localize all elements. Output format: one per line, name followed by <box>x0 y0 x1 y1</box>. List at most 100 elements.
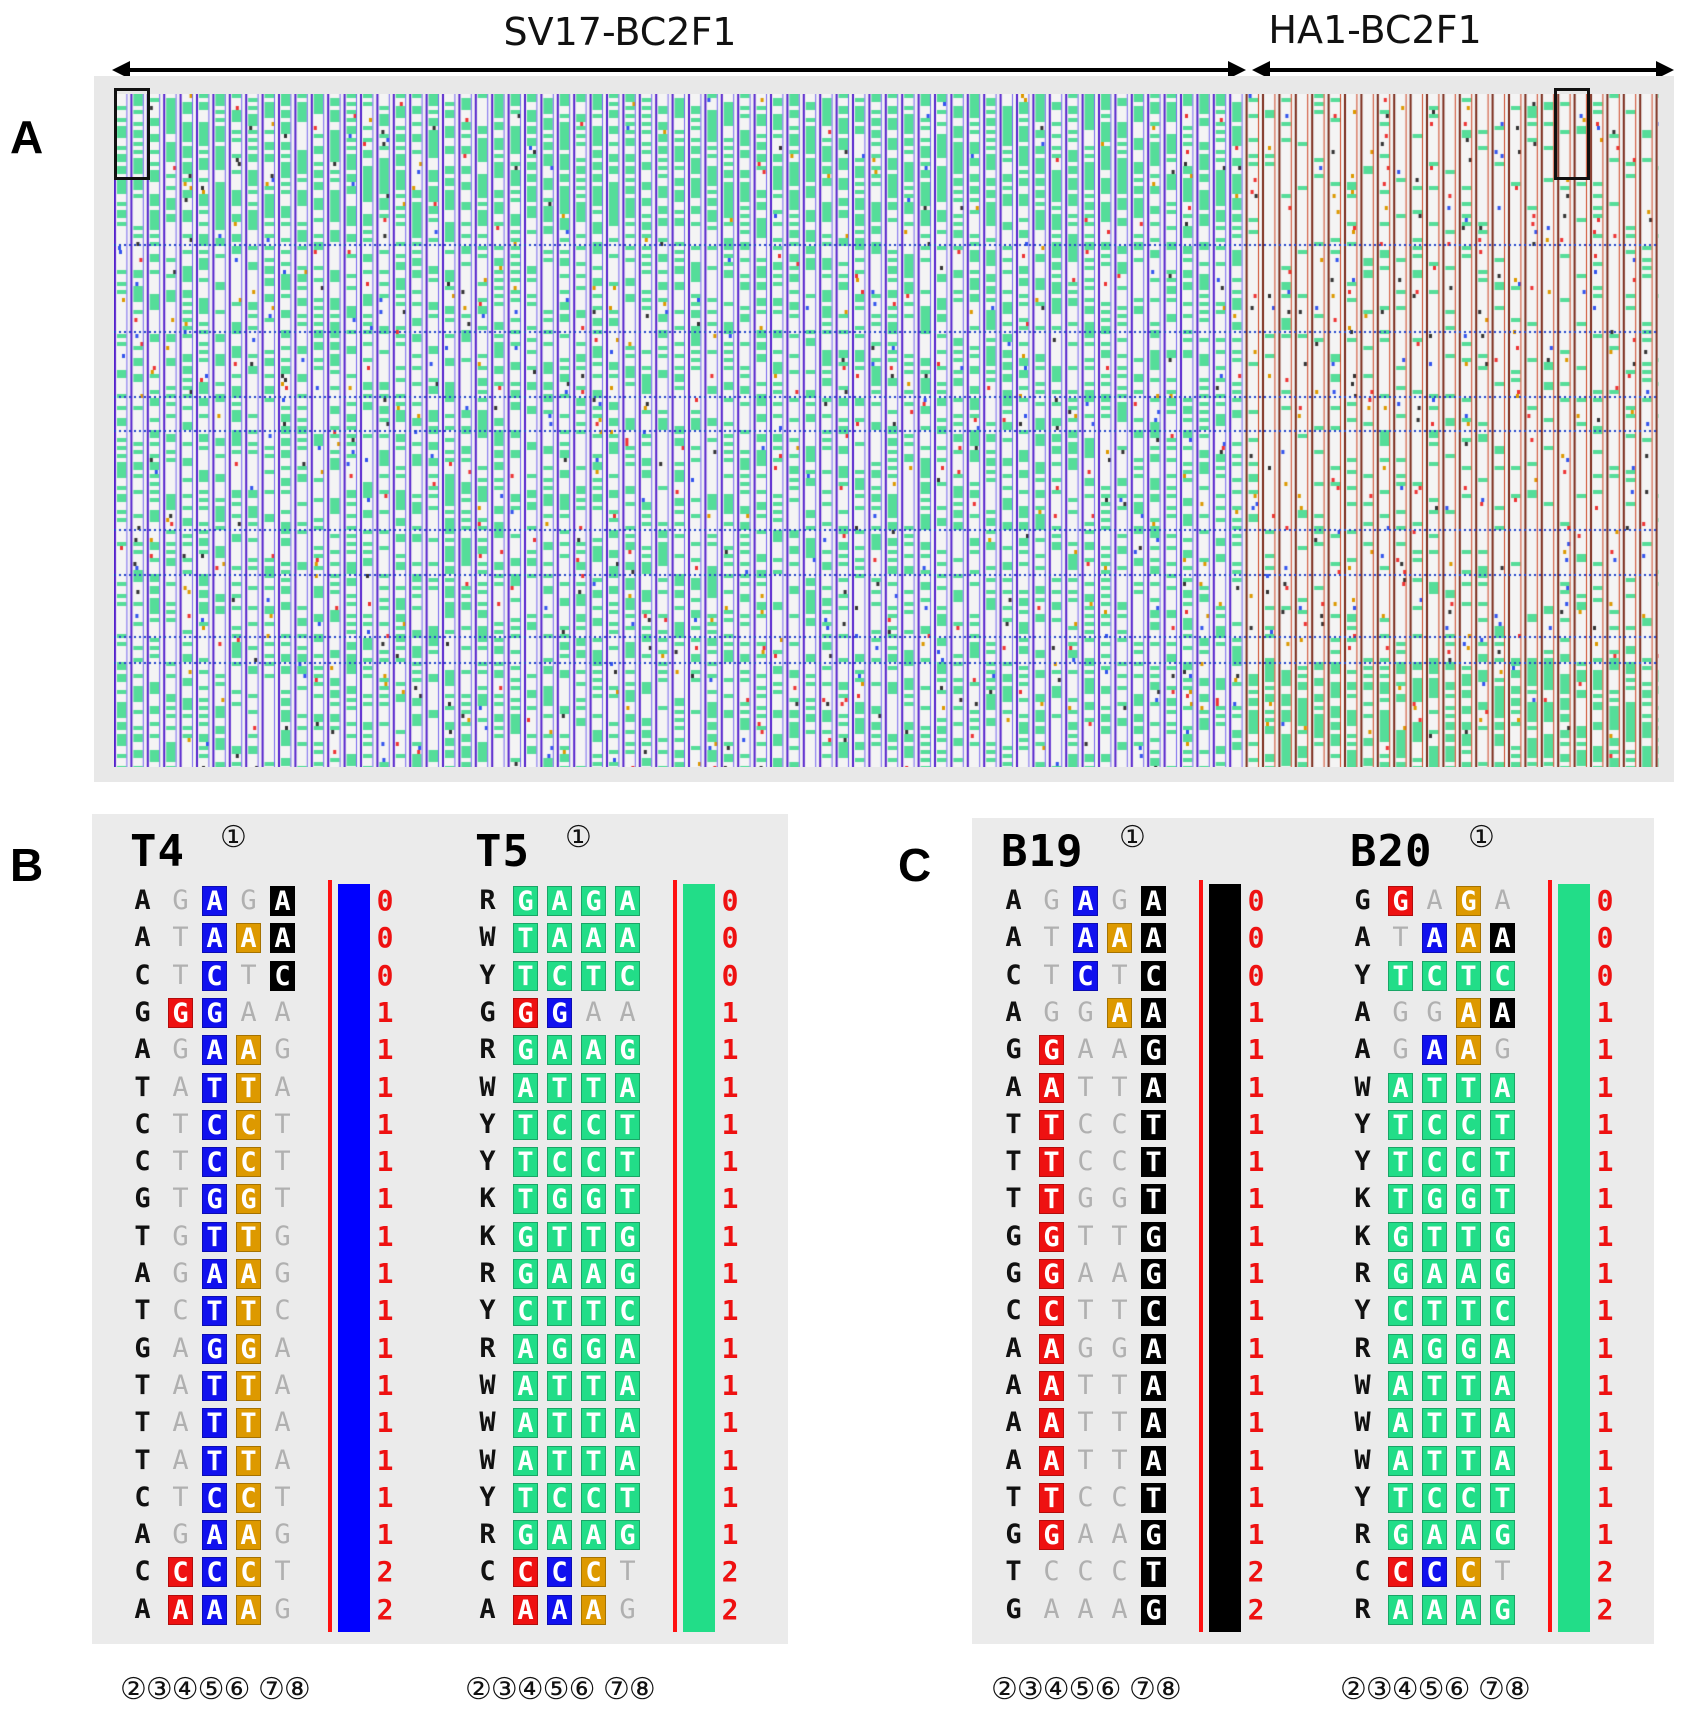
allele-cell-b19: A <box>1039 1072 1064 1103</box>
allele-cell-b20: A <box>1490 1333 1515 1364</box>
count-b19: 1 <box>1247 1368 1265 1402</box>
allele-cell-b19: A <box>1141 1333 1166 1364</box>
allele-cell-t4: T <box>240 959 257 991</box>
allele-cell-t4: T <box>274 1108 291 1140</box>
sample-title-t4: T4 <box>130 826 185 877</box>
allele-cell-b19: A <box>1111 1258 1128 1289</box>
allele-cell-b20: C <box>1388 1557 1413 1588</box>
allele-cell-t5: C <box>581 1557 606 1588</box>
allele-cell-b20: T <box>1422 1296 1447 1327</box>
allele-cell-b20: T <box>1388 960 1413 991</box>
allele-cell-b20: A <box>1422 923 1447 954</box>
count-t4: 0 <box>376 921 394 955</box>
allele-cell-t4: C <box>236 1557 261 1588</box>
marker-t4: ① <box>220 820 247 855</box>
nucleotide-t5: R <box>479 1332 496 1364</box>
allele-cell-t5: A <box>547 1594 572 1625</box>
allele-cell-t5: A <box>615 1370 640 1401</box>
allele-cell-t5: T <box>615 1147 640 1178</box>
allele-cell-b20: T <box>1456 1296 1481 1327</box>
allele-cell-b19: C <box>1111 1108 1128 1140</box>
allele-cell-t5: G <box>513 886 538 917</box>
allele-cell-t5: G <box>581 1333 606 1364</box>
allele-cell-t5: T <box>513 960 538 991</box>
allele-cell-b19: G <box>1141 1221 1166 1252</box>
allele-cell-b19: G <box>1111 1183 1128 1215</box>
allele-cell-b20: C <box>1490 1296 1515 1327</box>
allele-cell-b20: T <box>1422 1370 1447 1401</box>
allele-cell-t4: T <box>236 1221 261 1252</box>
count-b19: 2 <box>1247 1592 1265 1626</box>
allele-cell-b20: G <box>1388 1221 1413 1252</box>
nucleotide-b20: A <box>1354 1034 1371 1066</box>
allele-cell-b20: C <box>1456 1482 1481 1513</box>
nucleotide-b19: G <box>1005 1593 1022 1625</box>
allele-cell-t4: C <box>236 1109 261 1140</box>
allele-cell-b19: C <box>1073 960 1098 991</box>
allele-cell-b19: G <box>1039 1035 1064 1066</box>
nucleotide-b20: W <box>1354 1071 1371 1103</box>
allele-cell-t4: C <box>202 1147 227 1178</box>
nucleotide-b19: G <box>1005 1519 1022 1551</box>
alignment-overview <box>94 76 1674 782</box>
allele-cell-t5: G <box>513 1221 538 1252</box>
allele-cell-t4: A <box>202 1520 227 1551</box>
nucleotide-b19: T <box>1005 1108 1022 1140</box>
allele-cell-t4: T <box>202 1072 227 1103</box>
allele-cell-b20: C <box>1422 1482 1447 1513</box>
allele-cell-b19: T <box>1039 1109 1064 1140</box>
allele-cell-t4: A <box>270 886 295 917</box>
allele-cell-b19: A <box>1039 1333 1064 1364</box>
allele-cell-t5: G <box>615 1221 640 1252</box>
allele-cell-b19: A <box>1111 1593 1128 1625</box>
allele-cell-t4: A <box>274 1332 291 1364</box>
allele-cell-b19: A <box>1111 1519 1128 1551</box>
count-t5: 1 <box>721 1331 739 1365</box>
count-b19: 0 <box>1247 884 1265 917</box>
allele-cell-t5: A <box>615 1408 640 1439</box>
allele-cell-t5: A <box>615 1333 640 1364</box>
nucleotide-t4: C <box>134 1481 151 1513</box>
allele-cell-t5: C <box>547 1147 572 1178</box>
allele-cell-b20: G <box>1490 1259 1515 1290</box>
count-b19: 0 <box>1247 921 1265 955</box>
count-t5: 0 <box>721 884 739 917</box>
nucleotide-b19: G <box>1005 1220 1022 1252</box>
nucleotide-b20: K <box>1354 1220 1371 1252</box>
count-b20: 1 <box>1596 1368 1614 1402</box>
count-t4: 0 <box>376 958 394 992</box>
nucleotide-b20: Y <box>1354 1146 1371 1178</box>
count-b19: 1 <box>1247 1406 1265 1440</box>
allele-cell-t4: A <box>172 1071 189 1103</box>
allele-cell-t4: A <box>240 996 257 1028</box>
count-t4: 1 <box>376 1294 394 1328</box>
nucleotide-b20: R <box>1354 1332 1371 1364</box>
allele-cell-b19: G <box>1141 1035 1166 1066</box>
allele-cell-t5: T <box>547 1370 572 1401</box>
allele-cell-t4: G <box>236 1184 261 1215</box>
count-t4: 1 <box>376 1518 394 1552</box>
allele-cell-b20: G <box>1490 1594 1515 1625</box>
nucleotide-b20: Y <box>1354 959 1371 991</box>
count-t5: 1 <box>721 1033 739 1067</box>
count-t5: 1 <box>721 1145 739 1179</box>
allele-cell-b20: T <box>1490 1109 1515 1140</box>
allele-cell-b19: T <box>1111 1369 1128 1401</box>
allele-cell-t4: A <box>202 923 227 954</box>
allele-cell-t4: T <box>274 1183 291 1215</box>
allele-cell-b20: T <box>1490 1482 1515 1513</box>
nucleotide-t5: R <box>479 1258 496 1289</box>
allele-cell-t4: T <box>236 1445 261 1476</box>
nucleotide-b19: G <box>1005 1258 1022 1289</box>
allele-cell-b20: T <box>1456 1370 1481 1401</box>
allele-cell-b19: A <box>1039 1445 1064 1476</box>
allele-cell-b20: A <box>1456 1259 1481 1290</box>
allele-cell-t4: C <box>270 960 295 991</box>
allele-cell-t5: T <box>581 1072 606 1103</box>
allele-cell-t4: C <box>202 960 227 991</box>
count-b20: 1 <box>1596 1294 1614 1328</box>
allele-cell-t4: A <box>172 1407 189 1439</box>
nucleotide-t5: K <box>479 1183 496 1215</box>
count-b19: 1 <box>1247 1480 1265 1514</box>
allele-cell-b20: G <box>1494 1034 1511 1066</box>
